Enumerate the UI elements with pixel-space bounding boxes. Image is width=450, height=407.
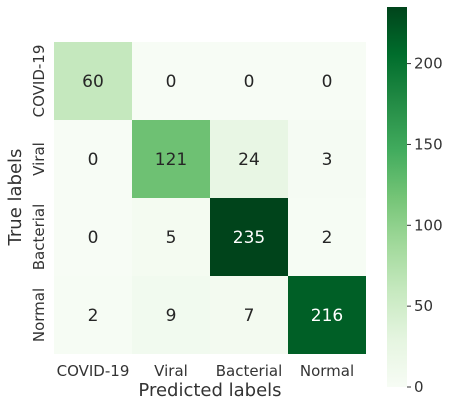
colorbar-tick-label: 0 <box>414 378 424 396</box>
heatmap-cell <box>288 276 366 354</box>
x-axis-label: Predicted labels <box>138 380 281 401</box>
x-tick-label: Viral <box>154 362 188 380</box>
y-axis-label: True labels <box>5 149 26 247</box>
cell-value-label: 0 <box>322 72 333 92</box>
colorbar-tick-label: 50 <box>414 297 433 315</box>
colorbar-ticks: 0 50 100 150 200 <box>407 55 443 396</box>
y-tick-labels: COVID-19 Viral Bacterial Normal <box>30 45 48 343</box>
y-tick-label: Bacterial <box>30 204 48 271</box>
x-tick-label: COVID-19 <box>57 362 130 380</box>
cell-value-label: 0 <box>88 228 99 248</box>
heatmap-cell <box>210 42 288 120</box>
cell-value-label: 0 <box>88 150 99 170</box>
y-tick-label: COVID-19 <box>30 45 48 118</box>
cell-value-label: 9 <box>166 306 177 326</box>
heatmap-cell <box>54 120 132 198</box>
x-tick-labels: COVID-19 Viral Bacterial Normal <box>57 362 355 380</box>
colorbar <box>387 7 407 387</box>
heatmap-cell <box>210 198 288 276</box>
heatmap-cell <box>132 120 210 198</box>
heatmap-cell <box>288 120 366 198</box>
heatmap-cell <box>132 198 210 276</box>
y-tick-label: Normal <box>30 288 48 342</box>
heatmap-cell <box>132 276 210 354</box>
heatmap-cell <box>54 42 132 120</box>
heatmap-cell <box>288 42 366 120</box>
cell-value-label: 3 <box>322 150 333 170</box>
cell-value-label: 2 <box>322 228 333 248</box>
cell-value-label: 0 <box>244 72 255 92</box>
x-tick-label: Normal <box>300 362 354 380</box>
cell-value-label: 7 <box>244 306 255 326</box>
colorbar-tick-label: 150 <box>414 135 443 153</box>
heatmap-cell <box>54 198 132 276</box>
heatmap-cell <box>54 276 132 354</box>
colorbar-tick-label: 200 <box>414 55 443 73</box>
cell-value-label: 121 <box>155 150 187 170</box>
cell-value-label: 235 <box>233 228 265 248</box>
heatmap-cells: 60 0 0 0 0 121 24 3 0 5 235 2 2 9 7 216 <box>54 42 366 354</box>
cell-value-label: 60 <box>82 72 104 92</box>
cell-value-label: 24 <box>238 150 260 170</box>
cell-value-label: 216 <box>311 306 343 326</box>
heatmap-cell <box>132 42 210 120</box>
x-tick-label: Bacterial <box>216 362 283 380</box>
colorbar-tick-label: 100 <box>414 216 443 234</box>
cell-value-label: 0 <box>166 72 177 92</box>
heatmap-cell <box>288 198 366 276</box>
heatmap-cell <box>210 276 288 354</box>
y-tick-label: Viral <box>30 142 48 176</box>
cell-value-label: 2 <box>88 306 99 326</box>
cell-value-label: 5 <box>166 228 177 248</box>
heatmap-cell <box>210 120 288 198</box>
